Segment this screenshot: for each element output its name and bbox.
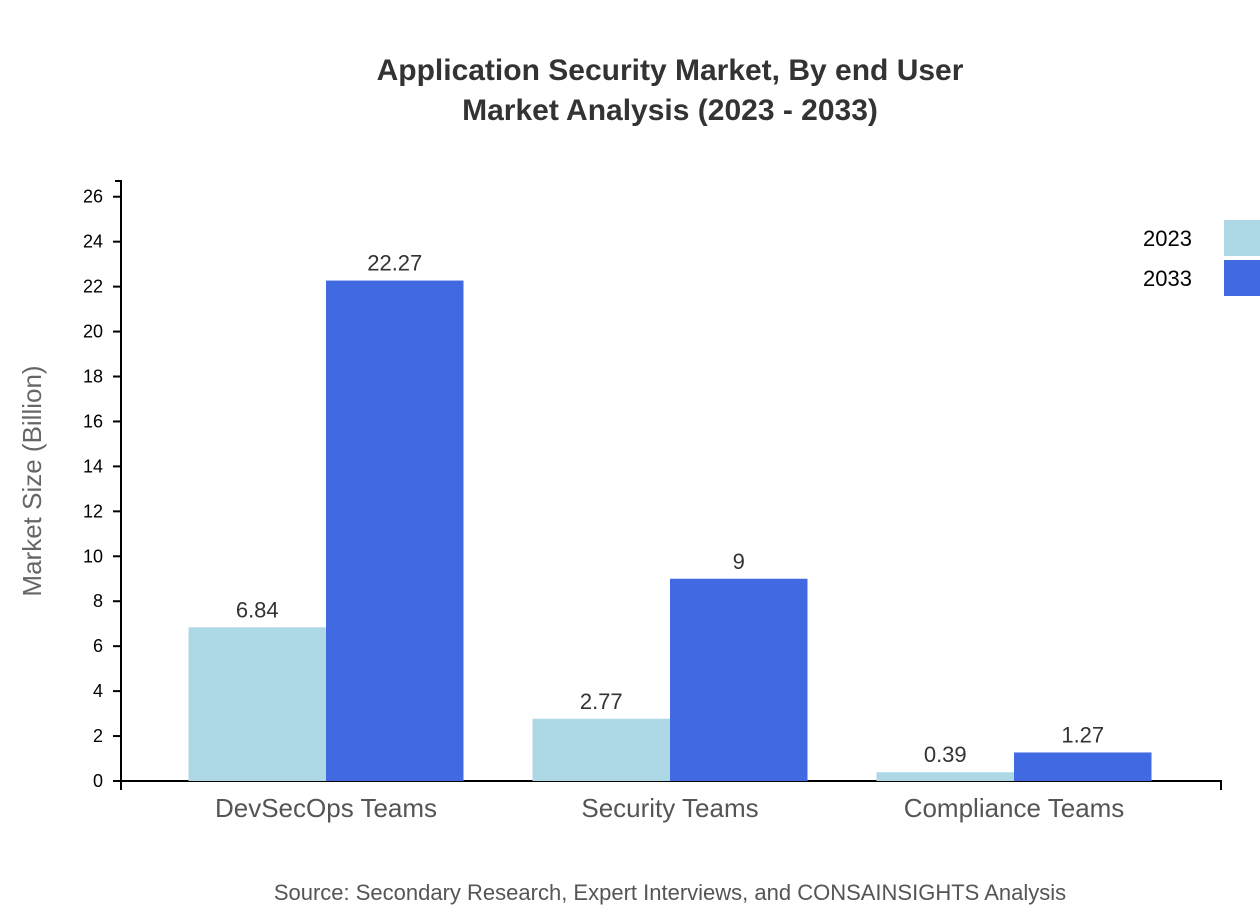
y-tick-label: 22 xyxy=(83,277,103,297)
legend-label: 2033 xyxy=(1143,266,1192,291)
x-axis-line xyxy=(120,780,1222,790)
y-tick-label: 20 xyxy=(83,322,103,342)
legend-swatch-2033 xyxy=(1224,260,1260,296)
y-tick-label: 2 xyxy=(93,726,103,746)
bar-2023 xyxy=(188,627,326,781)
bar-2033 xyxy=(1014,752,1152,781)
y-tick-label: 10 xyxy=(83,546,103,566)
data-label: 1.27 xyxy=(1061,722,1104,747)
y-tick-label: 18 xyxy=(83,367,103,387)
data-label: 0.39 xyxy=(924,742,967,767)
y-tick-label: 8 xyxy=(93,591,103,611)
source-note: Source: Secondary Research, Expert Inter… xyxy=(274,880,1066,905)
bar-2023 xyxy=(876,772,1014,781)
legend-label: 2023 xyxy=(1143,226,1192,251)
chart-title-line-1: Application Security Market, By end User xyxy=(377,54,964,87)
x-category-label: DevSecOps Teams xyxy=(215,793,437,823)
bar-2033 xyxy=(670,578,808,781)
y-tick-label: 16 xyxy=(83,411,103,431)
bar-2033 xyxy=(326,280,464,781)
y-tick-label: 12 xyxy=(83,501,103,521)
bar-2023 xyxy=(532,718,670,781)
x-category-label: Compliance Teams xyxy=(904,793,1125,823)
y-tick-label: 0 xyxy=(93,771,103,791)
data-label: 6.84 xyxy=(236,597,279,622)
data-label: 9 xyxy=(733,549,745,574)
x-category-label: Security Teams xyxy=(581,793,758,823)
chart-title-line-2: Market Analysis (2023 - 2033) xyxy=(462,94,878,127)
y-axis-label: Market Size (Billion) xyxy=(17,365,47,596)
y-tick-label: 4 xyxy=(93,681,103,701)
data-label: 22.27 xyxy=(367,251,422,276)
y-tick-label: 14 xyxy=(83,456,103,476)
legend-swatch-2023 xyxy=(1224,220,1260,256)
y-tick-label: 24 xyxy=(83,232,103,252)
data-label: 2.77 xyxy=(580,689,623,714)
y-tick-label: 6 xyxy=(93,636,103,656)
y-tick-label: 26 xyxy=(83,187,103,207)
